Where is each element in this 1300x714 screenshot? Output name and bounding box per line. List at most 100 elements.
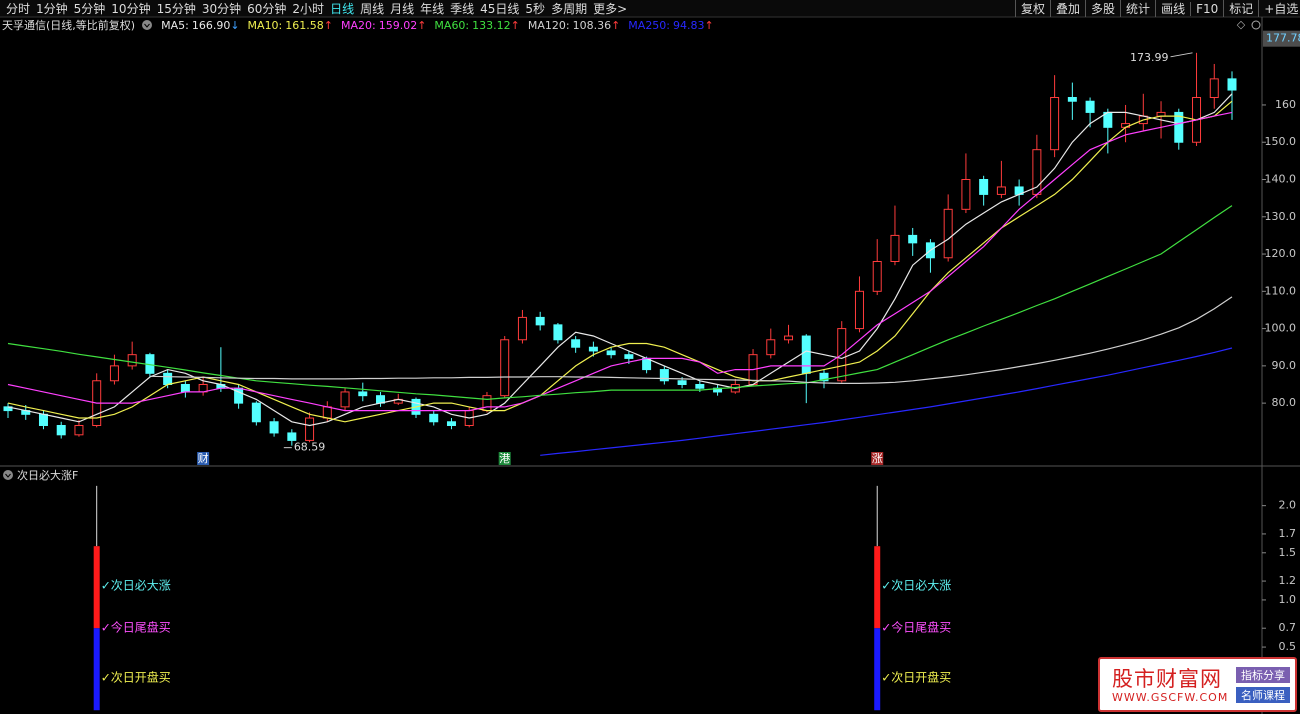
toolbar-item[interactable]: 分时 <box>6 2 31 16</box>
toolbar-item[interactable]: 年线 <box>420 2 445 16</box>
event-marker[interactable] <box>498 452 511 465</box>
toolbar-item[interactable]: 季线 <box>450 2 475 16</box>
ma-line <box>7 93 1233 427</box>
toolbar-item[interactable]: 15分钟 <box>156 2 196 16</box>
toolbar-item[interactable]: 统计 <box>1120 0 1155 17</box>
toolbar-bg <box>0 0 1300 17</box>
candle-body <box>1050 97 1060 151</box>
toolbar-item[interactable]: 更多> <box>593 2 628 16</box>
legend-value: 166.90 <box>191 18 231 32</box>
toolbar-item[interactable]: +自选 <box>1258 0 1300 17</box>
candle-body <box>1174 111 1184 143</box>
candle-body <box>74 424 84 436</box>
candle-body <box>1209 78 1219 99</box>
toolbar-item[interactable]: 日线 <box>330 2 355 16</box>
watermark: 股市财富网 WWW.GSCFW.COM 指标分享 名师课程 <box>1098 657 1297 712</box>
candle-body <box>606 350 616 356</box>
settings-icon[interactable] <box>141 19 153 31</box>
candle-body <box>251 402 261 423</box>
toolbar-left: 分时 1分钟 5分钟 10分钟 15分钟 30分钟 60分钟 2小时 日线 周线 月线 年线 季线 45日… <box>0 0 627 17</box>
y-tick-label: 2.0 <box>1279 499 1297 512</box>
candle-body <box>1067 97 1077 102</box>
y-tick-label: 120.0 <box>1265 247 1297 260</box>
candle-body <box>854 290 864 330</box>
event-marker[interactable] <box>197 452 210 465</box>
legend-value: 94.83 <box>673 18 705 32</box>
candle-body <box>180 383 190 393</box>
y-tick-label: 150.0 <box>1265 135 1297 148</box>
event-label: 财 <box>198 451 209 465</box>
y-tick-label: 1.5 <box>1279 546 1297 559</box>
toolbar-item[interactable]: F10 <box>1190 1 1223 16</box>
toolbar-item[interactable]: 45日线 <box>480 2 520 16</box>
signal-label: ✓今日尾盘买 <box>881 620 951 635</box>
candle-body <box>1227 78 1237 91</box>
candle-body <box>784 335 794 341</box>
toolbar-item[interactable]: 月线 <box>390 2 415 16</box>
legend-arrow: ↑ <box>323 18 333 32</box>
candle-body <box>269 421 279 434</box>
candle-body <box>908 234 918 244</box>
legend-arrow: ↑ <box>704 18 714 32</box>
candle-body <box>482 395 492 412</box>
toolbar-item[interactable]: 1分钟 <box>36 2 68 16</box>
candle-body <box>38 413 48 426</box>
circle-icon[interactable] <box>1251 20 1261 30</box>
event-label: 港 <box>499 452 510 465</box>
legend-entry: MA20: 159.02↑ <box>341 19 426 32</box>
signal-label: ✓次日开盘买 <box>101 670 171 685</box>
y-tick-label: 130.0 <box>1265 210 1297 223</box>
candle-body <box>287 432 297 441</box>
toolbar-item[interactable]: 画线 <box>1155 0 1190 17</box>
candle-body <box>56 424 66 436</box>
toolbar-item[interactable]: 2小时 <box>292 2 325 16</box>
toolbar-item[interactable]: 多周期 <box>551 2 588 16</box>
signal-bar <box>93 546 100 629</box>
legend-value: 108.36 <box>572 18 612 32</box>
candle-body <box>3 406 13 412</box>
toolbar-item[interactable]: 复权 <box>1015 0 1050 17</box>
event-marker[interactable] <box>871 452 884 465</box>
candle-body <box>322 406 332 419</box>
y-tick-label: 160 <box>1275 98 1296 111</box>
candle-body <box>109 365 119 382</box>
ma-line <box>7 205 1233 401</box>
toolbar-item[interactable]: 60分钟 <box>247 2 287 16</box>
y-tick-label: 0.5 <box>1279 640 1297 653</box>
candle-body <box>766 339 776 356</box>
legend-name: MA250: <box>628 18 671 32</box>
candle-body <box>358 391 368 397</box>
candle-body <box>446 421 456 426</box>
toolbar-item[interactable]: 5分钟 <box>73 2 106 16</box>
signal-label: ✓次日必大涨 <box>101 578 171 593</box>
legend-entry: MA60: 133.12↑ <box>434 19 519 32</box>
legend-arrow: ↑ <box>611 18 621 32</box>
candle-body <box>517 316 527 341</box>
legend-value: 161.58 <box>285 18 324 32</box>
watermark-tag: 名师课程 <box>1236 687 1290 703</box>
ma-line <box>7 100 1233 423</box>
ma-line <box>540 347 1233 456</box>
settings-icon[interactable] <box>2 469 14 481</box>
candle-body <box>659 369 669 382</box>
annotation-line <box>1170 52 1193 58</box>
toolbar-item[interactable]: 叠加 <box>1050 0 1085 17</box>
toolbar-item[interactable]: 多股 <box>1085 0 1120 17</box>
candle-body <box>163 372 173 385</box>
max-label: 173.99 <box>1130 51 1169 64</box>
event-label: 涨 <box>872 452 883 465</box>
diamond-icon[interactable]: ◇ <box>1237 18 1246 31</box>
toolbar-item[interactable]: 5秒 <box>525 2 546 16</box>
legend-value: 133.12 <box>472 18 511 32</box>
candle-body <box>695 383 705 389</box>
toolbar-item[interactable]: 30分钟 <box>201 2 242 16</box>
toolbar-item[interactable]: 标记 <box>1223 0 1258 17</box>
candle-body <box>996 186 1006 195</box>
toolbar-item[interactable]: 10分钟 <box>111 2 151 16</box>
toolbar-item[interactable]: 周线 <box>360 2 385 16</box>
candle-body <box>340 391 350 408</box>
candle-body <box>961 179 971 210</box>
